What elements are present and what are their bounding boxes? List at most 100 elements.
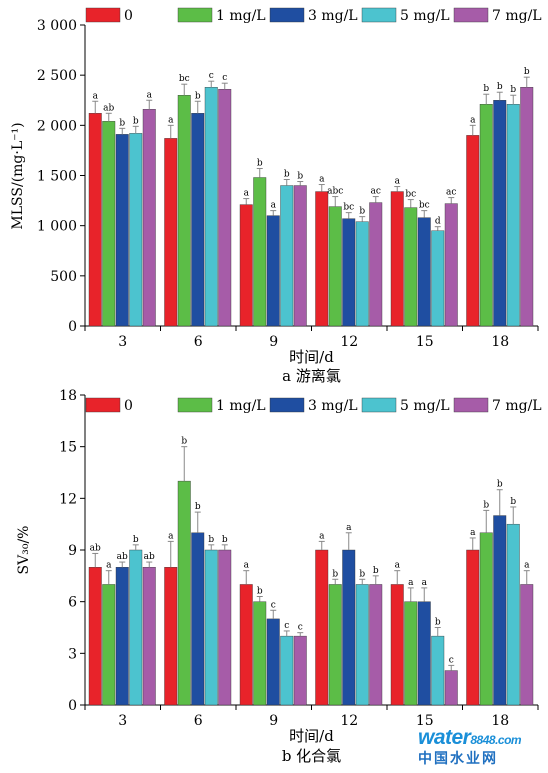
significance-letter: b <box>257 158 263 168</box>
x-tick-label: 18 <box>491 334 509 350</box>
significance-letter: c <box>449 655 454 665</box>
legend-swatch <box>85 397 121 413</box>
y-tick-label: 0 <box>68 698 77 714</box>
bar-5mgL <box>355 221 369 327</box>
significance-letter: b <box>257 587 263 597</box>
bar-0 <box>466 549 480 706</box>
bar-5mgL <box>204 87 218 327</box>
panel-label: b 化合氯 <box>282 747 341 765</box>
x-tick-label: 12 <box>340 713 358 729</box>
bar-3mgL <box>115 134 129 327</box>
bar-1mgL <box>102 121 116 327</box>
significance-letter: bc <box>179 74 190 84</box>
significance-letter: a <box>319 531 325 541</box>
bar-5mgL <box>129 549 143 706</box>
bar-5mgL <box>431 635 445 706</box>
significance-letter: ab <box>117 552 128 562</box>
significance-letter: b <box>483 500 489 510</box>
significance-letter: b <box>435 618 441 628</box>
bar-5mgL <box>204 549 218 706</box>
significance-letter: b <box>119 118 125 128</box>
x-tick-label: 15 <box>416 713 434 729</box>
significance-letter: b <box>195 91 201 101</box>
legend-swatch <box>361 7 397 23</box>
significance-letter: b <box>524 67 530 77</box>
watermark-cn: 中国水业网 <box>418 751 498 767</box>
significance-letter: a <box>470 528 476 538</box>
significance-letter: a <box>168 115 174 125</box>
significance-letter: b <box>510 85 516 95</box>
bar-3mgL <box>266 215 280 327</box>
bar-0 <box>390 584 404 706</box>
x-tick-label: 9 <box>269 334 278 350</box>
significance-letter: b <box>297 172 303 182</box>
significance-letter: bc <box>405 190 416 200</box>
legend-swatch <box>177 397 213 413</box>
bar-1mgL <box>328 584 342 706</box>
y-axis-label: MLSS/(mg·L⁻¹) <box>10 122 26 229</box>
bar-0 <box>239 204 253 327</box>
x-tick-label: 3 <box>118 334 127 350</box>
significance-letter: a <box>106 561 112 571</box>
legend-swatch <box>85 7 121 23</box>
bar-7mgL <box>218 89 232 327</box>
significance-letter: b <box>483 84 489 94</box>
significance-letter: a <box>319 175 325 185</box>
significance-letter: b <box>510 497 516 507</box>
bar-0 <box>164 138 178 327</box>
panel-label: a 游离氯 <box>282 367 341 385</box>
y-tick-label: 1 000 <box>37 219 77 235</box>
bar-5mgL <box>506 523 520 706</box>
watermark-logo: water8848.com 中国水业网 <box>418 726 548 772</box>
significance-letter: c <box>298 623 303 633</box>
x-tick-label: 6 <box>194 713 203 729</box>
y-tick-label: 18 <box>59 388 77 404</box>
legend-swatch <box>269 7 305 23</box>
significance-letter: a <box>470 115 476 125</box>
legend-label: 3 mg/L <box>308 8 358 24</box>
significance-letter: b <box>222 535 228 545</box>
y-tick-label: 15 <box>59 440 77 456</box>
significance-letter: bc <box>343 203 354 213</box>
legend-swatch <box>269 397 305 413</box>
bar-7mgL <box>369 202 383 327</box>
significance-letter: abc <box>327 187 343 197</box>
bar-7mgL <box>293 635 307 706</box>
y-tick-label: 2 000 <box>37 118 77 134</box>
legend-label: 1 mg/L <box>216 8 266 24</box>
bar-5mgL <box>355 584 369 706</box>
bar-5mgL <box>506 104 520 327</box>
bar-3mgL <box>493 515 507 706</box>
y-tick-label: 2 500 <box>37 68 77 84</box>
y-tick-label: 1 500 <box>37 169 77 185</box>
bar-1mgL <box>102 584 116 706</box>
legend-label: 7 mg/L <box>492 398 542 414</box>
bar-0 <box>164 567 178 706</box>
legend-label: 1 mg/L <box>216 398 266 414</box>
significance-letter: ac <box>371 187 381 197</box>
significance-letter: b <box>497 480 503 490</box>
bar-0 <box>390 191 404 327</box>
bar-7mgL <box>520 584 534 706</box>
x-tick-label: 3 <box>118 713 127 729</box>
bar-7mgL <box>142 567 156 706</box>
significance-letter: c <box>284 621 289 631</box>
y-tick-label: 9 <box>68 543 77 559</box>
significance-letter: c <box>222 73 227 83</box>
significance-letter: a <box>422 578 428 588</box>
bar-7mgL <box>444 670 458 706</box>
significance-letter: a <box>244 189 250 199</box>
legend-swatch <box>453 7 489 23</box>
significance-letter: a <box>244 561 250 571</box>
bar-0 <box>88 567 102 706</box>
y-axis-label: SV₃₀/% <box>16 526 32 575</box>
bar-7mgL <box>293 185 307 327</box>
bar-1mgL <box>328 206 342 327</box>
bar-7mgL <box>520 87 534 327</box>
significance-letter: a <box>147 90 153 100</box>
significance-letter: b <box>181 437 187 447</box>
significance-letter: a <box>395 561 401 571</box>
significance-letter: ab <box>144 552 155 562</box>
bar-3mgL <box>342 549 356 706</box>
